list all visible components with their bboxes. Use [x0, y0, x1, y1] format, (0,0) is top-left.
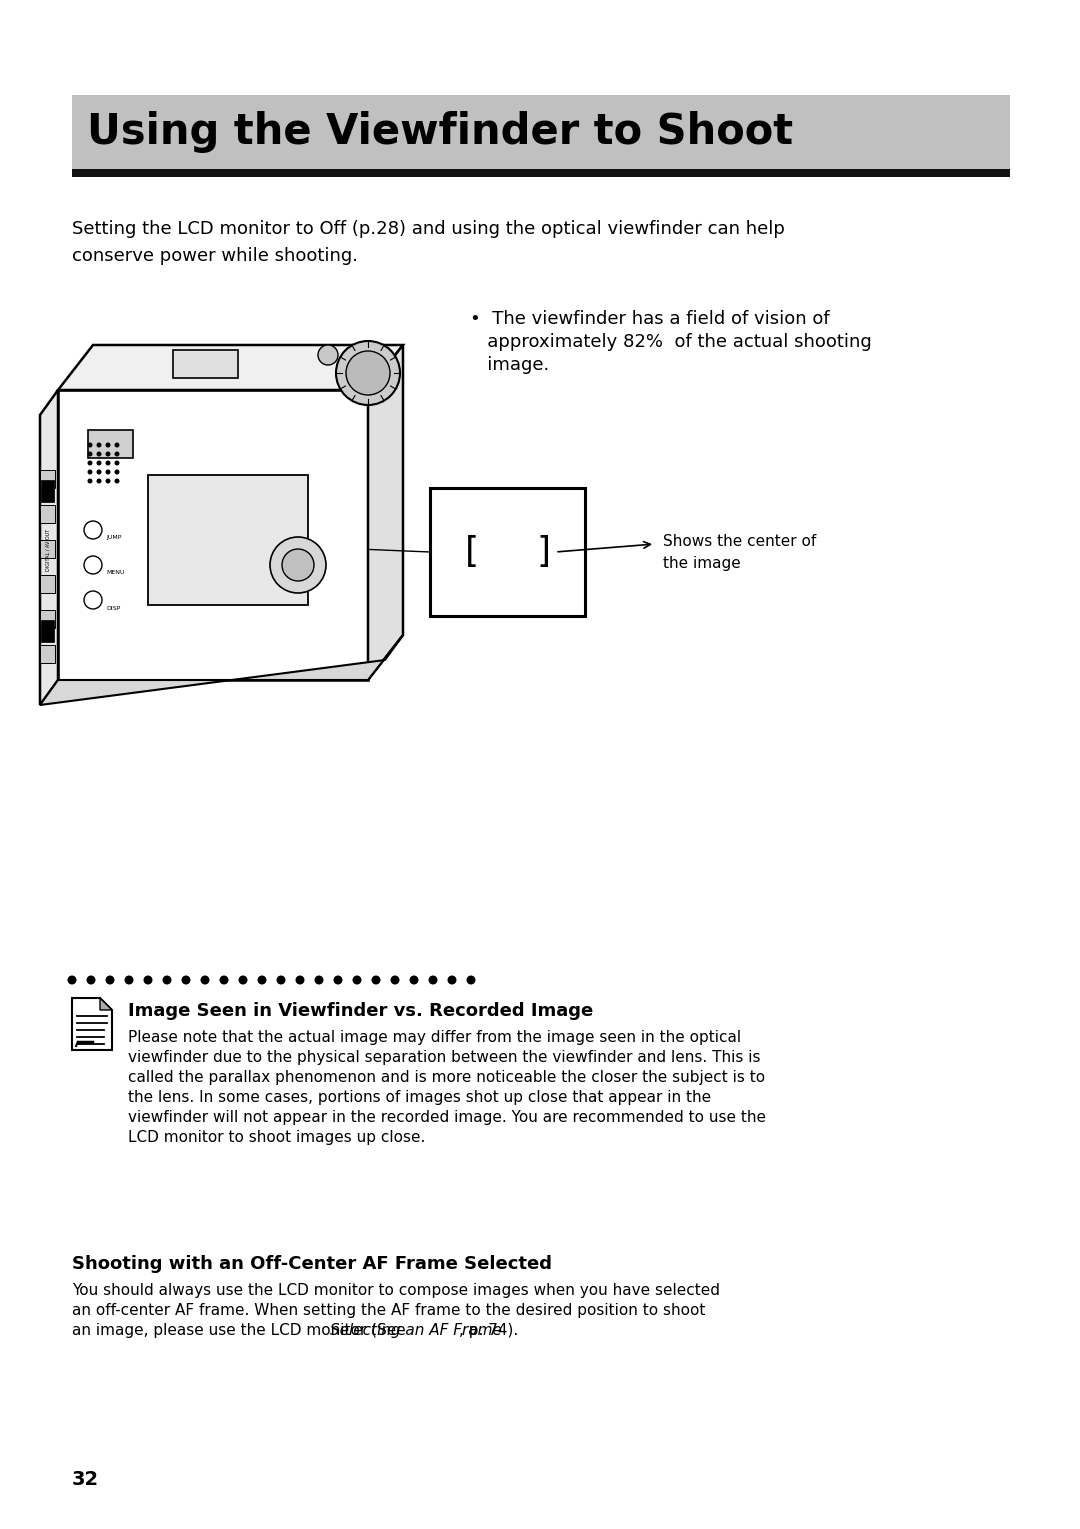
Bar — [173, 350, 238, 378]
Circle shape — [372, 976, 380, 985]
Circle shape — [84, 592, 102, 609]
Circle shape — [276, 976, 285, 985]
Circle shape — [467, 976, 475, 985]
Circle shape — [96, 451, 102, 457]
Circle shape — [96, 442, 102, 448]
Circle shape — [114, 460, 120, 465]
Circle shape — [86, 976, 95, 985]
Circle shape — [106, 976, 114, 985]
Text: Selecting an AF Frame: Selecting an AF Frame — [330, 1323, 502, 1338]
Text: an image, please use the LCD monitor (See: an image, please use the LCD monitor (Se… — [72, 1323, 410, 1338]
Circle shape — [352, 976, 362, 985]
Circle shape — [67, 976, 77, 985]
Bar — [41, 619, 54, 642]
Bar — [72, 170, 1010, 177]
Text: 32: 32 — [72, 1469, 99, 1489]
Circle shape — [96, 479, 102, 483]
Circle shape — [114, 451, 120, 457]
Bar — [40, 469, 55, 488]
Polygon shape — [58, 346, 403, 390]
Circle shape — [239, 976, 247, 985]
Text: DISP: DISP — [106, 605, 120, 610]
Circle shape — [257, 976, 267, 985]
Text: the image: the image — [663, 557, 741, 570]
Circle shape — [282, 549, 314, 581]
Text: Shooting with an Off-Center AF Frame Selected: Shooting with an Off-Center AF Frame Sel… — [72, 1255, 552, 1274]
Circle shape — [447, 976, 457, 985]
Text: viewfinder will not appear in the recorded image. You are recommended to use the: viewfinder will not appear in the record… — [129, 1110, 766, 1125]
Circle shape — [96, 460, 102, 465]
Text: You should always use the LCD monitor to compose images when you have selected: You should always use the LCD monitor to… — [72, 1283, 720, 1298]
Circle shape — [84, 557, 102, 573]
Bar — [40, 505, 55, 523]
Circle shape — [87, 442, 93, 448]
Circle shape — [346, 352, 390, 394]
Text: the lens. In some cases, portions of images shot up close that appear in the: the lens. In some cases, portions of ima… — [129, 1090, 711, 1105]
Circle shape — [336, 341, 400, 405]
Circle shape — [219, 976, 229, 985]
Text: called the parallax phenomenon and is more noticeable the closer the subject is : called the parallax phenomenon and is mo… — [129, 1070, 765, 1086]
Text: JUMP: JUMP — [106, 535, 121, 540]
Polygon shape — [72, 998, 112, 1050]
Polygon shape — [368, 346, 403, 680]
Bar — [72, 95, 1010, 177]
Polygon shape — [40, 390, 58, 705]
Text: DIGITAL / AV OUT: DIGITAL / AV OUT — [45, 529, 51, 570]
Circle shape — [124, 976, 134, 985]
Circle shape — [96, 469, 102, 474]
Circle shape — [391, 976, 400, 985]
Circle shape — [296, 976, 305, 985]
Text: Using the Viewfinder to Shoot: Using the Viewfinder to Shoot — [87, 112, 793, 153]
Circle shape — [162, 976, 172, 985]
Circle shape — [334, 976, 342, 985]
Text: an off-center AF frame. When setting the AF frame to the desired position to sho: an off-center AF frame. When setting the… — [72, 1303, 705, 1318]
Circle shape — [270, 537, 326, 593]
Bar — [40, 610, 55, 628]
Text: Image Seen in Viewfinder vs. Recorded Image: Image Seen in Viewfinder vs. Recorded Im… — [129, 1001, 593, 1020]
Polygon shape — [58, 390, 368, 680]
Circle shape — [429, 976, 437, 985]
Circle shape — [87, 469, 93, 474]
Circle shape — [87, 479, 93, 483]
Bar — [87, 430, 133, 459]
Circle shape — [87, 460, 93, 465]
Circle shape — [314, 976, 324, 985]
Text: Setting the LCD monitor to Off (p.28) and using the optical viewfinder can help
: Setting the LCD monitor to Off (p.28) an… — [72, 220, 785, 265]
Circle shape — [84, 521, 102, 540]
Bar — [40, 575, 55, 593]
Circle shape — [106, 451, 110, 457]
Text: •  The viewfinder has a field of vision of: • The viewfinder has a field of vision o… — [470, 310, 829, 329]
Text: viewfinder due to the physical separation between the viewfinder and lens. This : viewfinder due to the physical separatio… — [129, 1050, 760, 1066]
Text: MENU: MENU — [106, 570, 124, 575]
Circle shape — [106, 442, 110, 448]
Text: [: [ — [464, 535, 478, 569]
Bar — [41, 480, 54, 502]
Circle shape — [201, 976, 210, 985]
Text: , p. 74).: , p. 74). — [459, 1323, 518, 1338]
Circle shape — [181, 976, 190, 985]
Polygon shape — [40, 635, 403, 705]
Bar — [148, 476, 308, 605]
Bar — [40, 645, 55, 664]
Text: LCD monitor to shoot images up close.: LCD monitor to shoot images up close. — [129, 1130, 426, 1145]
Circle shape — [144, 976, 152, 985]
Bar — [40, 540, 55, 558]
Text: Shows the center of: Shows the center of — [663, 534, 816, 549]
Bar — [430, 488, 585, 616]
Circle shape — [106, 469, 110, 474]
Text: ]: ] — [536, 535, 550, 569]
Text: image.: image. — [470, 356, 550, 375]
Text: approximately 82%  of the actual shooting: approximately 82% of the actual shooting — [470, 333, 872, 352]
Circle shape — [87, 451, 93, 457]
Circle shape — [114, 479, 120, 483]
Circle shape — [409, 976, 419, 985]
Polygon shape — [100, 998, 112, 1011]
Circle shape — [114, 469, 120, 474]
Circle shape — [106, 460, 110, 465]
Circle shape — [318, 346, 338, 365]
Circle shape — [106, 479, 110, 483]
Text: Please note that the actual image may differ from the image seen in the optical: Please note that the actual image may di… — [129, 1031, 741, 1044]
Circle shape — [114, 442, 120, 448]
